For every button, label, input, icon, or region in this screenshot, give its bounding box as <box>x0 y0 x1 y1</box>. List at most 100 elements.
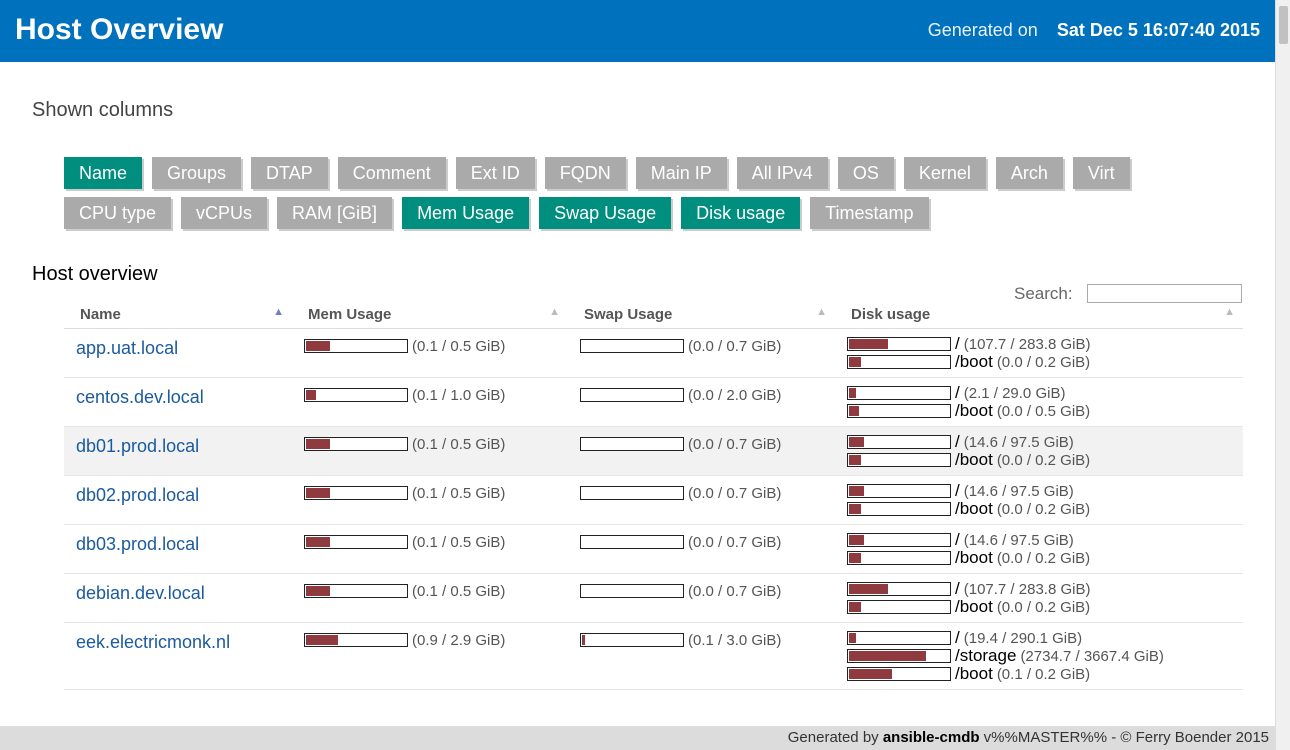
cell-name: db01.prod.local <box>64 426 292 476</box>
swap-usage-text: (0.0 / 0.7 GiB) <box>688 435 782 453</box>
column-header-label: Swap Usage <box>584 305 673 323</box>
column-toggle-vcpus[interactable]: vCPUs <box>181 197 268 229</box>
column-toggle-cpu-type[interactable]: CPU type <box>64 197 172 229</box>
column-header-label: Name <box>80 305 121 323</box>
cell-name: db03.prod.local <box>64 524 292 574</box>
mem-usage-bar <box>304 388 408 402</box>
disk-usage-bar-fill <box>849 633 857 643</box>
cell-mem-usage: (0.1 / 0.5 GiB) <box>292 524 568 574</box>
mem-usage-bar-fill <box>306 341 331 351</box>
disk-usage-text: (0.0 / 0.2 GiB) <box>996 451 1091 469</box>
disk-mount: / <box>955 432 960 451</box>
column-toggle-name[interactable]: Name <box>64 157 143 189</box>
disk-usage-bar-fill <box>849 388 857 398</box>
column-header-swap-usage[interactable]: Swap Usage ▲ <box>568 300 835 329</box>
disk-entry: /storage (2734.7 / 3667.4 GiB) <box>847 646 1243 665</box>
disk-usage-bar-fill <box>849 339 888 349</box>
disk-usage-bar <box>847 600 951 614</box>
disk-usage-bar-fill <box>849 406 860 416</box>
swap-usage-text: (0.1 / 3.0 GiB) <box>688 631 782 649</box>
disk-entry: /boot (0.0 / 0.5 GiB) <box>847 401 1243 420</box>
swap-usage-text: (0.0 / 0.7 GiB) <box>688 533 782 551</box>
disk-usage-text: (0.0 / 0.2 GiB) <box>996 598 1091 616</box>
cell-mem-usage: (0.1 / 0.5 GiB) <box>292 328 568 378</box>
disk-mount: / <box>955 579 960 598</box>
disk-usage-bar <box>847 551 951 565</box>
mem-usage-bar <box>304 339 408 353</box>
column-toggle-main-ip[interactable]: Main IP <box>635 157 727 189</box>
column-toggle-fqdn[interactable]: FQDN <box>544 157 626 189</box>
disk-usage-text: (14.6 / 97.5 GiB) <box>963 433 1074 451</box>
disk-entry: /boot (0.1 / 0.2 GiB) <box>847 664 1243 683</box>
host-link[interactable]: db02.prod.local <box>76 485 200 505</box>
disk-usage-text: (14.6 / 97.5 GiB) <box>963 531 1074 549</box>
column-toggle-ext-id[interactable]: Ext ID <box>455 157 535 189</box>
scrollbar-thumb[interactable] <box>1279 6 1288 44</box>
column-header-label: Mem Usage <box>308 305 392 323</box>
mem-usage-bar <box>304 535 408 549</box>
disk-mount: / <box>955 334 960 353</box>
host-link[interactable]: app.uat.local <box>76 338 179 358</box>
disk-usage-text: (0.0 / 0.2 GiB) <box>996 549 1091 567</box>
column-toggle-dtap[interactable]: DTAP <box>251 157 328 189</box>
host-link[interactable]: debian.dev.local <box>76 583 205 603</box>
column-toggle-comment[interactable]: Comment <box>337 157 446 189</box>
cell-mem-usage: (0.1 / 0.5 GiB) <box>292 573 568 623</box>
cell-disk-usage: / (14.6 / 97.5 GiB)/boot (0.0 / 0.2 GiB) <box>835 475 1243 525</box>
column-header-mem-usage[interactable]: Mem Usage ▲ <box>292 300 568 329</box>
cell-mem-usage: (0.9 / 2.9 GiB) <box>292 622 568 690</box>
column-toggle-mem-usage[interactable]: Mem Usage <box>402 197 530 229</box>
footer-app-name[interactable]: ansible-cmdb <box>882 729 980 746</box>
mem-usage-text: (0.1 / 1.0 GiB) <box>412 386 506 404</box>
disk-usage-bar-fill <box>849 535 865 545</box>
footer-prefix: Generated by <box>787 729 883 746</box>
mem-usage-text: (0.1 / 0.5 GiB) <box>412 337 506 355</box>
swap-usage-bar <box>580 633 684 647</box>
disk-usage-bar-fill <box>849 357 862 367</box>
cell-mem-usage: (0.1 / 0.5 GiB) <box>292 475 568 525</box>
column-header-name[interactable]: Name ▲ <box>64 300 292 329</box>
cell-swap-usage: (0.0 / 0.7 GiB) <box>568 524 835 574</box>
swap-usage-bar <box>580 339 684 353</box>
cell-swap-usage: (0.0 / 0.7 GiB) <box>568 475 835 525</box>
host-link[interactable]: db03.prod.local <box>76 534 200 554</box>
cell-mem-usage: (0.1 / 0.5 GiB) <box>292 426 568 476</box>
host-link[interactable]: db01.prod.local <box>76 436 200 456</box>
column-toggle-swap-usage[interactable]: Swap Usage <box>539 197 672 229</box>
swap-usage-text: (0.0 / 2.0 GiB) <box>688 386 782 404</box>
disk-mount: / <box>955 628 960 647</box>
cell-swap-usage: (0.1 / 3.0 GiB) <box>568 622 835 690</box>
column-header-disk-usage[interactable]: Disk usage ▲ <box>835 300 1243 329</box>
column-toggle-virt[interactable]: Virt <box>1072 157 1130 189</box>
column-toggle-arch[interactable]: Arch <box>995 157 1063 189</box>
disk-entry: / (107.7 / 283.8 GiB) <box>847 579 1243 598</box>
disk-mount: /boot <box>955 664 993 683</box>
column-toggle-groups[interactable]: Groups <box>152 157 242 189</box>
disk-usage-bar <box>847 533 951 547</box>
column-toggle-kernel[interactable]: Kernel <box>903 157 986 189</box>
cell-disk-usage: / (107.7 / 283.8 GiB)/boot (0.0 / 0.2 GiB) <box>835 328 1243 378</box>
cell-disk-usage: / (107.7 / 283.8 GiB)/boot (0.0 / 0.2 GiB) <box>835 573 1243 623</box>
column-toggle-all-ipv4[interactable]: All IPv4 <box>736 157 828 189</box>
cell-swap-usage: (0.0 / 0.7 GiB) <box>568 426 835 476</box>
disk-usage-text: (0.0 / 0.5 GiB) <box>996 402 1091 420</box>
host-link[interactable]: eek.electricmonk.nl <box>76 632 231 652</box>
host-overview-heading: Host overview <box>32 263 158 285</box>
cell-name: eek.electricmonk.nl <box>64 622 292 690</box>
search-input[interactable] <box>1087 284 1242 303</box>
host-link[interactable]: centos.dev.local <box>76 387 204 407</box>
swap-usage: (0.0 / 0.7 GiB) <box>580 482 835 504</box>
column-toggle-os[interactable]: OS <box>837 157 894 189</box>
mem-usage-bar-fill <box>306 537 331 547</box>
swap-usage: (0.0 / 0.7 GiB) <box>580 335 835 357</box>
page-footer: Generated by ansible-cmdb v%%MASTER%% - … <box>0 726 1275 750</box>
disk-mount: /boot <box>955 548 993 567</box>
vertical-scrollbar[interactable] <box>1275 0 1290 750</box>
disk-usage-bar-fill <box>849 455 862 465</box>
column-toggle-timestamp[interactable]: Timestamp <box>810 197 929 229</box>
disk-mount: /boot <box>955 499 993 518</box>
column-toggle-disk-usage[interactable]: Disk usage <box>681 197 801 229</box>
swap-usage-text: (0.0 / 0.7 GiB) <box>688 582 782 600</box>
disk-usage-bar <box>847 355 951 369</box>
column-toggle-ram-gib[interactable]: RAM [GiB] <box>277 197 393 229</box>
